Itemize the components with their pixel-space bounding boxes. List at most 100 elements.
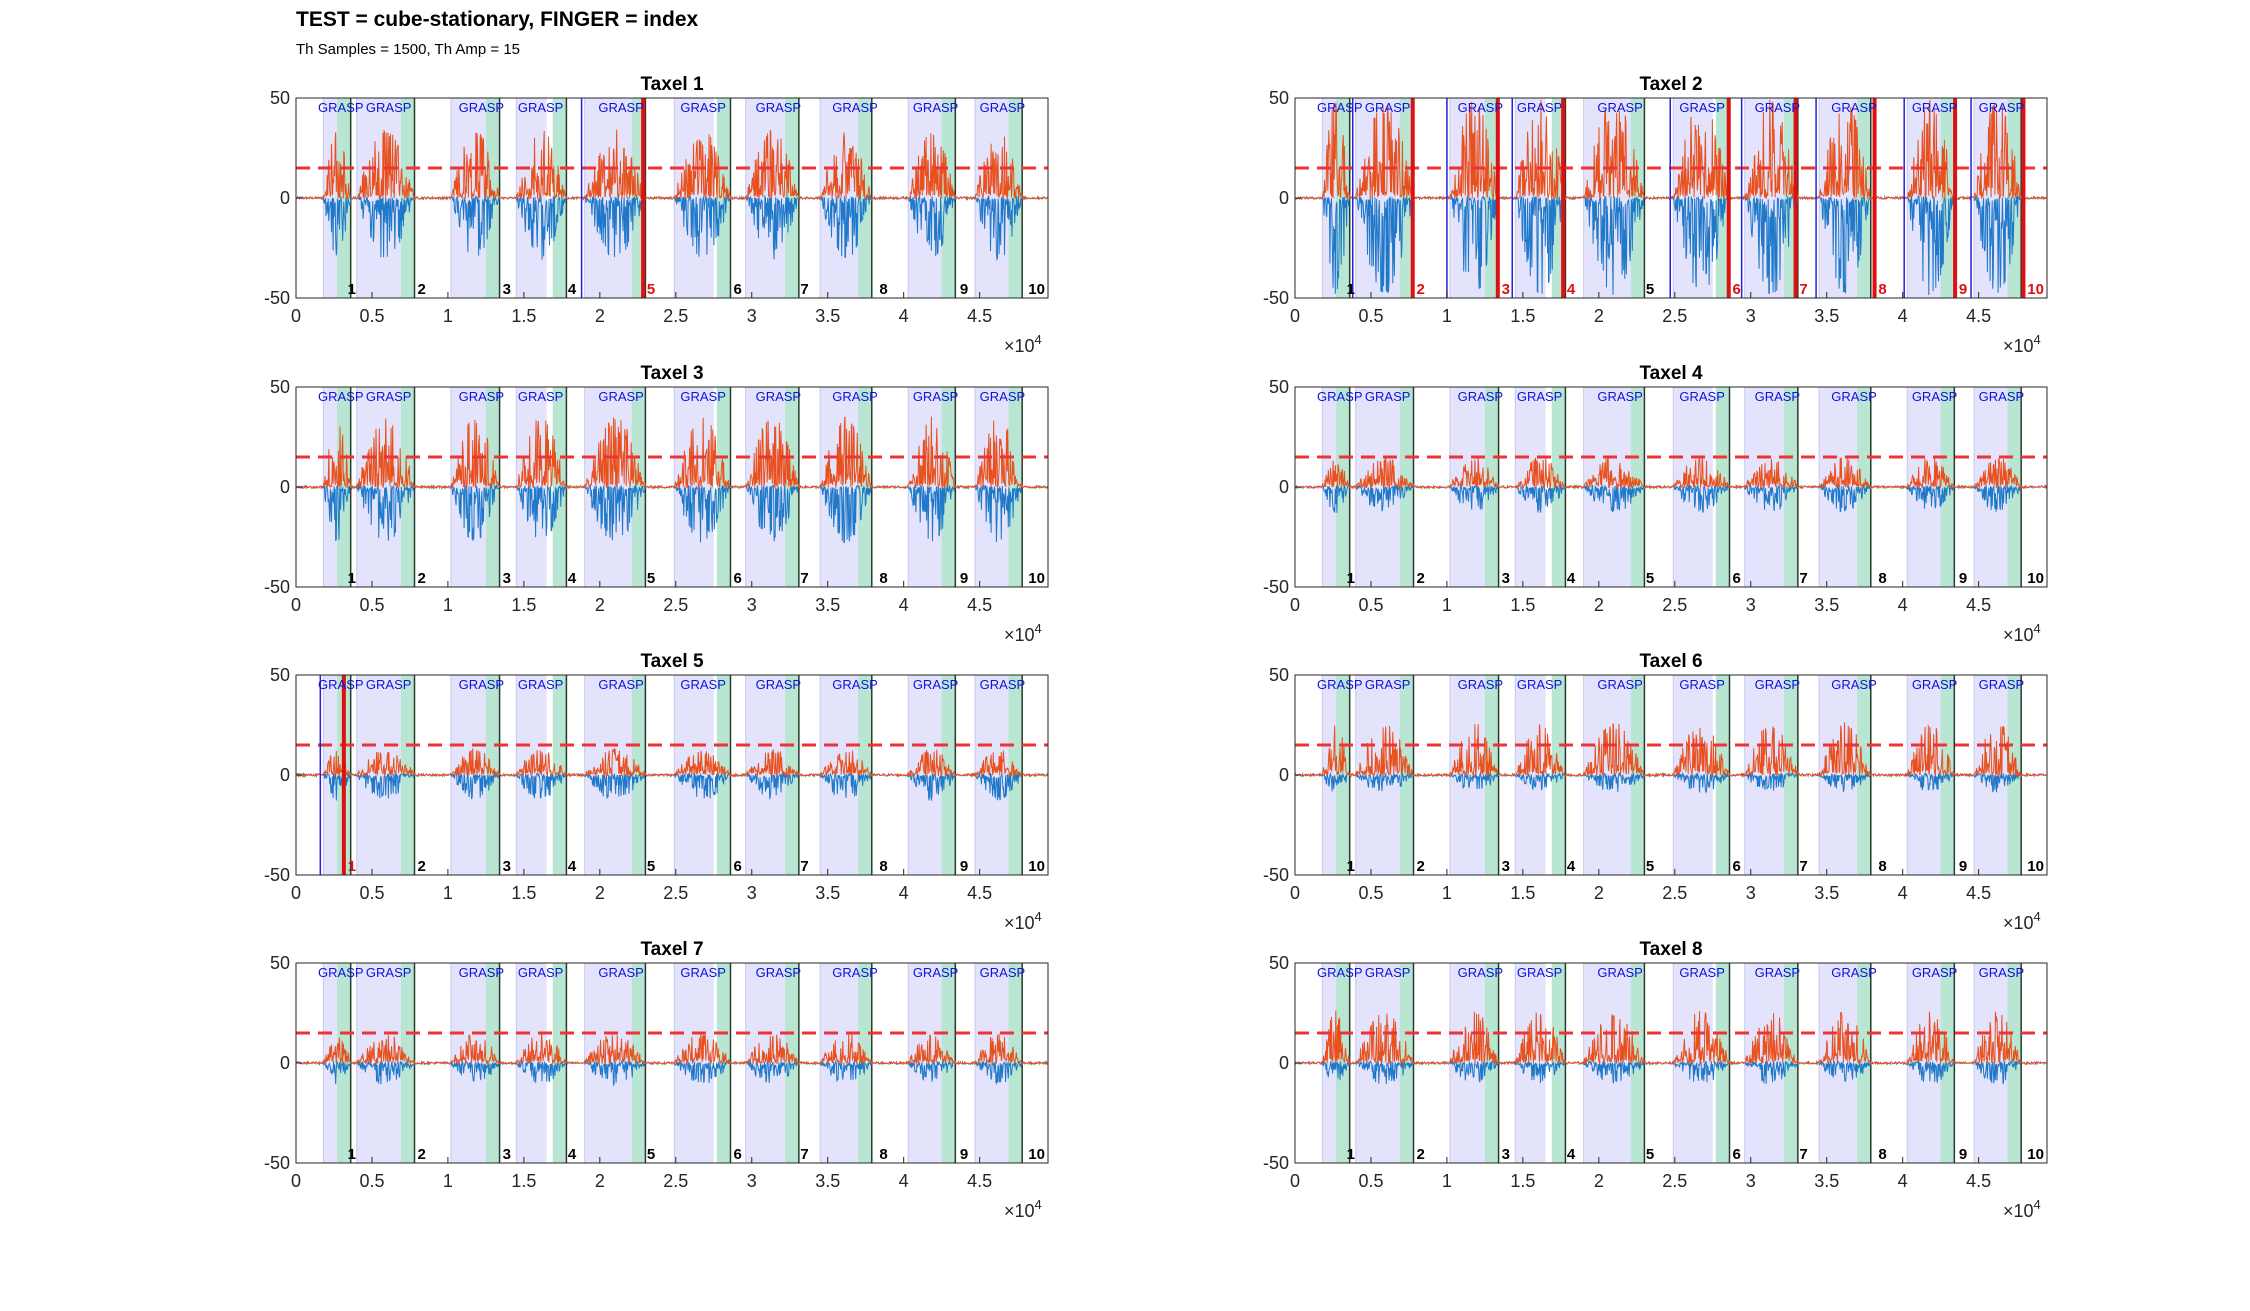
trial-number-label: 9	[960, 858, 968, 875]
grasp-label: GRASP	[1755, 100, 1801, 115]
trial-number-label: 1	[1347, 570, 1355, 587]
trial-number-label: 4	[568, 281, 577, 298]
x-tick-label: 0	[291, 306, 301, 326]
grasp-label: GRASP	[1755, 677, 1801, 692]
trial-number-label: 1	[348, 1146, 356, 1163]
trial-number-label: 8	[879, 570, 887, 587]
y-tick-label: 0	[280, 1053, 290, 1073]
grasp-label: GRASP	[366, 677, 412, 692]
grasp-label: GRASP	[1831, 677, 1877, 692]
trial-number-label: 10	[1028, 858, 1045, 875]
x-tick-label: 2	[595, 883, 605, 903]
grasp-label: GRASP	[680, 100, 726, 115]
trial-number-label: 8	[879, 1146, 887, 1163]
trial-number-label: 7	[800, 570, 808, 587]
y-tick-label: 50	[270, 377, 290, 397]
grasp-label: GRASP	[1912, 965, 1958, 980]
release-region	[1940, 963, 1955, 1163]
trial-number-label: 7	[1799, 570, 1807, 587]
x-tick-label: 2.5	[1662, 306, 1687, 326]
release-region	[1008, 387, 1023, 587]
y-tick-label: -50	[264, 865, 290, 885]
panel-title: Taxel 7	[640, 939, 703, 960]
trial-number-label: 1	[1347, 858, 1355, 875]
grasp-label: GRASP	[318, 389, 364, 404]
grasp-label: GRASP	[459, 100, 505, 115]
release-region	[2007, 387, 2022, 587]
trial-number-label: 10	[2027, 281, 2044, 298]
trial-number-label: 10	[1028, 281, 1045, 298]
grasp-label: GRASP	[1365, 100, 1411, 115]
trial-number-label: 4	[568, 570, 577, 587]
grasp-label: GRASP	[598, 389, 644, 404]
grasp-label: GRASP	[1831, 100, 1877, 115]
x-tick-label: 4.5	[967, 883, 992, 903]
trial-number-label: 9	[1959, 858, 1967, 875]
panel-taxel-4: GRASP GRASP GRASP GRASP GRASP GRASP GRASP GRASP…	[1263, 363, 2048, 645]
x-tick-label: 1.5	[1510, 595, 1535, 615]
release-region	[1784, 387, 1798, 587]
release-region	[858, 387, 872, 587]
trial-number-label: 6	[734, 570, 742, 587]
grasp-label: GRASP	[366, 389, 412, 404]
trial-number-label: 2	[418, 570, 426, 587]
y-tick-label: 0	[1279, 1053, 1289, 1073]
grasp-label: GRASP	[1517, 677, 1563, 692]
y-tick-label: -50	[1263, 1153, 1289, 1173]
trial-number-label: 3	[503, 1146, 511, 1163]
grasp-label: GRASP	[1912, 389, 1958, 404]
grasp-label: GRASP	[756, 677, 802, 692]
trial-number-label: 2	[418, 281, 426, 298]
trial-number-label: 3	[503, 281, 511, 298]
grasp-region	[584, 387, 640, 587]
trial-number-label: 3	[503, 858, 511, 875]
release-region	[1715, 98, 1730, 298]
x-tick-label: 4	[899, 595, 909, 615]
x-tick-label: 2.5	[663, 595, 688, 615]
grasp-label: GRASP	[318, 100, 364, 115]
x-tick-label: 3.5	[1814, 595, 1839, 615]
panels-group: GRASP GRASP GRASP GRASP GRASP GRASP GRASP GRASP…	[264, 74, 2048, 1221]
grasp-label: GRASP	[1365, 965, 1411, 980]
trial-number-label: 5	[647, 1146, 655, 1163]
trial-number-label: 9	[960, 281, 968, 298]
x-tick-label: 3	[1746, 1171, 1756, 1191]
y-tick-label: 50	[1269, 953, 1289, 973]
trial-number-label: 7	[800, 1146, 808, 1163]
x-tick-label: 2.5	[663, 306, 688, 326]
grasp-region	[323, 963, 341, 1163]
trial-number-label: 9	[960, 570, 968, 587]
grasp-label: GRASP	[1517, 965, 1563, 980]
series-orange-line	[1294, 1010, 2048, 1066]
y-tick-label: 50	[1269, 665, 1289, 685]
x-tick-label: 3.5	[815, 1171, 840, 1191]
x-exponent-label: ×104	[2003, 332, 2041, 356]
release-region	[1399, 963, 1414, 1163]
trial-number-label: 4	[568, 858, 577, 875]
grasp-label: GRASP	[980, 677, 1026, 692]
grasp-label: GRASP	[1317, 389, 1363, 404]
y-tick-label: 50	[270, 953, 290, 973]
trial-number-label: 1	[1347, 281, 1355, 298]
x-tick-label: 1.5	[1510, 306, 1535, 326]
trial-number-label: 4	[1567, 1146, 1576, 1163]
x-tick-label: 1.5	[1510, 883, 1535, 903]
grasp-label: GRASP	[980, 965, 1026, 980]
grasp-label: GRASP	[366, 965, 412, 980]
x-tick-label: 1	[1442, 595, 1452, 615]
panel-taxel-2: GRASP GRASP GRASP GRASP GRASP GRASP GRASP GRASP…	[1263, 74, 2048, 356]
grasp-region	[975, 98, 1012, 298]
grasp-region	[1583, 675, 1639, 875]
x-tick-label: 1	[443, 883, 453, 903]
x-tick-label: 2.5	[1662, 595, 1687, 615]
y-tick-label: 0	[1279, 188, 1289, 208]
grasp-label: GRASP	[1831, 965, 1877, 980]
y-tick-label: -50	[264, 577, 290, 597]
grasp-label: GRASP	[980, 389, 1026, 404]
trial-number-label: 9	[1959, 570, 1967, 587]
grasp-label: GRASP	[598, 677, 644, 692]
panel-title: Taxel 2	[1639, 74, 1702, 95]
grasp-region	[1515, 963, 1546, 1163]
y-tick-label: -50	[1263, 577, 1289, 597]
x-tick-label: 1	[1442, 306, 1452, 326]
